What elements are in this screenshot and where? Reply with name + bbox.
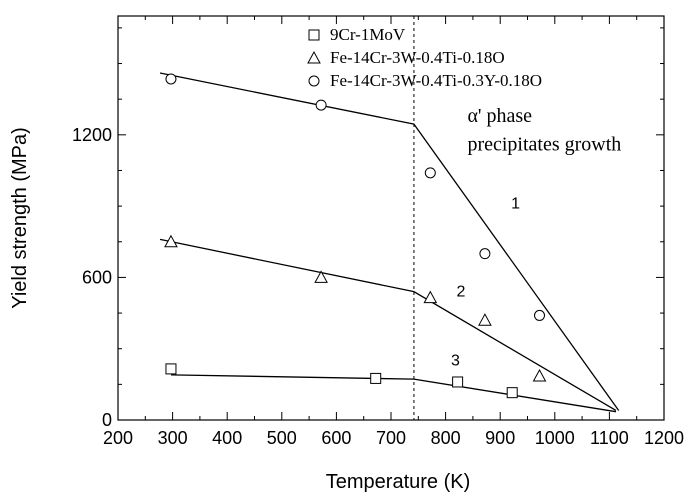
x-tick-label: 200 xyxy=(103,428,133,448)
curve-label-3: 3 xyxy=(451,352,460,369)
data-point-square xyxy=(506,387,518,399)
y-tick-label: 0 xyxy=(102,410,112,430)
data-point-circle xyxy=(424,167,436,179)
data-markers xyxy=(164,73,547,399)
legend-marker-circle xyxy=(308,75,320,87)
x-tick-label: 1100 xyxy=(590,428,629,448)
legend-label: 9Cr-1MoV xyxy=(330,25,406,44)
annotation-line-1: α' phase xyxy=(467,105,532,127)
y-tick-labels: 0 600 1200 xyxy=(72,125,112,430)
x-tick-label: 600 xyxy=(321,428,351,448)
fit-line-series-1 xyxy=(170,374,617,413)
x-tick-labels: 200 300 400 500 600 700 800 900 1000 1100 1200 xyxy=(103,428,684,448)
x-tick-label: 900 xyxy=(485,428,515,448)
curve-label-2: 2 xyxy=(457,283,466,300)
legend-label: Fe-14Cr-3W-0.4Ti-0.18O xyxy=(330,48,505,67)
y-tick-label: 600 xyxy=(82,267,112,287)
y-tick-label: 1200 xyxy=(72,125,112,145)
legend-label: Fe-14Cr-3W-0.4Ti-0.3Y-0.18O xyxy=(330,71,542,90)
x-axis-title: Temperature (K) xyxy=(326,471,471,493)
data-point-triangle xyxy=(423,290,438,304)
x-tick-label: 1000 xyxy=(535,428,575,448)
data-point-triangle xyxy=(532,368,547,382)
data-point-circle xyxy=(165,73,177,85)
data-point-triangle xyxy=(164,234,178,248)
data-point-triangle xyxy=(478,313,492,326)
data-point-square xyxy=(370,372,382,384)
legend-marker-triangle xyxy=(307,50,321,64)
x-tick-label: 500 xyxy=(267,428,297,448)
x-tick-label: 800 xyxy=(431,428,461,448)
data-point-circle xyxy=(315,99,327,111)
data-point-square xyxy=(452,376,464,388)
data-point-square xyxy=(165,363,177,375)
legend-marker-square xyxy=(308,29,320,41)
data-point-circle xyxy=(479,248,491,260)
legend: 9Cr-1MoV Fe-14Cr-3W-0.4Ti-0.18O Fe-14Cr-3W… xyxy=(307,25,542,90)
x-tick-label: 1200 xyxy=(644,428,684,448)
curve-labels: 3 2 1 xyxy=(451,195,520,369)
fit-lines xyxy=(159,72,620,413)
annotation-line-2: precipitates growth xyxy=(467,133,621,155)
x-tick-label: 700 xyxy=(376,428,406,448)
phase-annotation: α' phase precipitates growth xyxy=(467,105,621,156)
data-point-circle xyxy=(534,309,546,321)
x-tick-label: 300 xyxy=(158,428,188,448)
axis-ticks xyxy=(117,16,665,421)
y-axis-title: Yield strength (MPa) xyxy=(9,127,31,309)
fit-line-series-2 xyxy=(159,238,617,412)
data-point-triangle xyxy=(314,270,328,283)
fit-line-series-3 xyxy=(159,72,620,411)
x-tick-label: 400 xyxy=(212,428,242,448)
curve-label-1: 1 xyxy=(511,195,520,212)
